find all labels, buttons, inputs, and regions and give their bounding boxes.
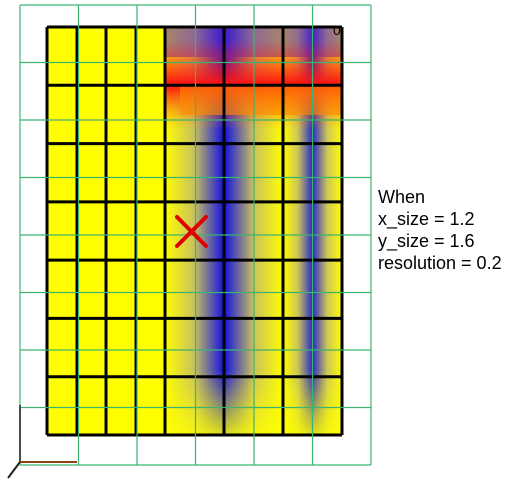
green-grid xyxy=(19,4,372,466)
origin-axes xyxy=(7,405,77,479)
info-heading: When xyxy=(378,187,426,207)
orange-band xyxy=(180,85,342,115)
info-y-size: y_size = 1.6 xyxy=(378,231,475,251)
x-marker xyxy=(175,215,208,248)
info-resolution: resolution = 0.2 xyxy=(378,253,502,273)
info-panel: When x_size = 1.2 y_size = 1.6 resolutio… xyxy=(378,186,502,274)
info-x-size: x_size = 1.2 xyxy=(378,209,475,229)
corner-label: 0 xyxy=(333,22,341,38)
black-grid xyxy=(45,25,344,437)
